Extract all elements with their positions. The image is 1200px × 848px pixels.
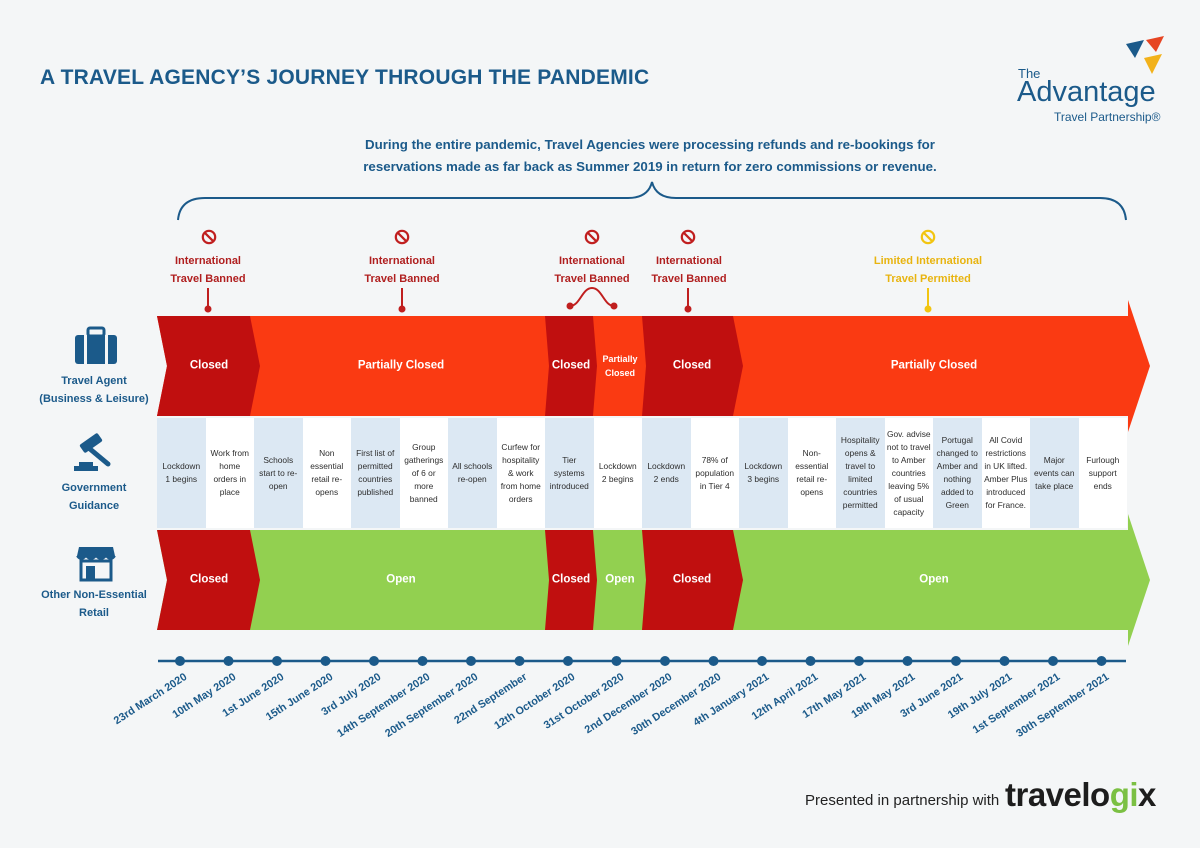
pin-icon (684, 288, 692, 313)
status-label-5: Limited International Travel Permitted (873, 255, 983, 285)
travel-agent-label-line2: (Business & Leisure) (39, 393, 149, 405)
travel-agent-band-label: Partially Closed (890, 359, 978, 372)
travel-agent-band-label: Closed (672, 359, 712, 372)
guidance-cell: Non-essential retail re-opens (787, 418, 836, 528)
footer-presented: Presented in partnership with (805, 792, 1000, 809)
timeline-dot (660, 656, 670, 666)
guidance-cell: Hospitality opens & travel to limited co… (836, 418, 885, 528)
brand-gi: gi (1109, 776, 1139, 813)
brand-pre: travelo (1005, 776, 1110, 813)
retail-band-label: Open (605, 573, 635, 586)
caution-icon (920, 229, 936, 245)
timeline-dot (417, 656, 428, 666)
government-label: Government Guidance (24, 479, 164, 515)
retail-segment-closed-1 (157, 530, 260, 630)
retail-band-label: Closed (672, 573, 712, 586)
timeline-dot (854, 656, 864, 666)
status-label-2: International Travel Banned (364, 255, 440, 285)
timeline-dot (1096, 656, 1107, 666)
timeline-brace (177, 181, 1127, 221)
guidance-cell: Work from home orders in place (205, 418, 254, 528)
travel-agent-band-label: Partially Closed (602, 354, 638, 378)
timeline-dot (708, 656, 719, 666)
bell-curve-icon (566, 286, 618, 310)
timeline-dot (272, 656, 282, 666)
logo-tagline: Travel Partnership® (1054, 110, 1161, 124)
travel-agent-label: Travel Agent (Business & Leisure) (24, 372, 164, 408)
guidance-cell: Lockdown 2 begins (593, 418, 642, 528)
timeline-dot (1048, 656, 1058, 666)
status-label-1: International Travel Banned (170, 255, 246, 285)
status-label-4: International Travel Banned (651, 255, 727, 285)
page-title: A TRAVEL AGENCY’S JOURNEY THROUGH THE PA… (40, 66, 650, 89)
guidance-cell: Lockdown 2 ends (642, 418, 691, 528)
timeline-dot (563, 656, 573, 666)
travel-agent-band-label: Closed (189, 359, 229, 372)
timeline-dot (175, 656, 185, 666)
pin-icon (398, 288, 406, 313)
government-label-line2: Guidance (68, 500, 120, 512)
timeline-dot (757, 656, 767, 666)
logo-mark-icon (1126, 36, 1164, 74)
guidance-cell: Portugal changed to Amber and nothing ad… (933, 418, 982, 528)
guidance-cell: Non essential retail re-opens (302, 418, 351, 528)
retail-band-label: Open (386, 573, 416, 586)
guidance-cell: All schools re-open (448, 418, 497, 528)
guidance-cell: Lockdown 1 begins (157, 418, 206, 528)
retail-band-label: Closed (189, 573, 229, 586)
timeline-dot (805, 656, 816, 666)
timeline-dot (611, 656, 622, 666)
government-label-line1: Government (61, 482, 127, 494)
guidance-cell: Furlough support ends (1078, 418, 1127, 528)
retail-band-label: Closed (551, 573, 591, 586)
guidance-cell: All Covid restrictions in UK lifted. Amb… (981, 418, 1030, 528)
pin-icon (924, 288, 932, 313)
travelogix-logo: travelogix (1005, 776, 1156, 814)
brand-post: x (1138, 776, 1156, 813)
storefront-icon (76, 547, 116, 582)
travel-agent-band-label: Closed (551, 359, 591, 372)
retail-segment-closed-2 (545, 530, 597, 630)
logo-name: Advantage (1017, 76, 1156, 108)
timeline-dots (175, 656, 1107, 666)
retail-label-line1: Other Non-Essential (41, 589, 147, 601)
guidance-cell: Major events can take place (1030, 418, 1079, 528)
guidance-cell: Group gatherings of 6 or more banned (399, 418, 448, 528)
guidance-cell: Tier systems introduced (545, 418, 594, 528)
gavel-icon (74, 433, 111, 471)
timeline-dot (320, 656, 331, 666)
travel-agent-segment-closed-2 (545, 316, 597, 416)
travel-agent-band-label: Partially Closed (357, 359, 445, 372)
retail-label: Other Non-Essential Retail (24, 586, 164, 622)
guidance-cell: Schools start to re-open (254, 418, 303, 528)
guidance-cell: 78% of population in Tier 4 (690, 418, 739, 528)
logo-the: The (1018, 66, 1041, 81)
retail-band-label: Open (919, 573, 949, 586)
guidance-cell: Gov. advise not to travel to Amber count… (884, 418, 933, 528)
travel-agent-segment-closed-3 (642, 316, 743, 416)
timeline-dot (902, 656, 913, 666)
guidance-cell: Lockdown 3 begins (739, 418, 788, 528)
no-entry-icon (394, 229, 410, 245)
timeline-dot (223, 656, 234, 666)
no-entry-icon (201, 229, 217, 245)
no-entry-icon (584, 229, 600, 245)
intro-text: During the entire pandemic, Travel Agenc… (363, 137, 937, 174)
retail-segment-closed-3 (642, 530, 743, 630)
retail-label-line2: Retail (79, 607, 109, 619)
guidance-cell: First list of permitted countries publis… (351, 418, 400, 528)
timeline-dot (369, 656, 379, 666)
timeline-dot (466, 656, 476, 666)
no-entry-icon (680, 229, 696, 245)
timeline-dot (951, 656, 961, 666)
travel-agent-segment-closed-1 (157, 316, 260, 416)
travel-agent-label-line1: Travel Agent (61, 375, 127, 387)
timeline-dot (999, 656, 1010, 666)
timeline-dot (514, 656, 525, 666)
briefcase-icon (75, 326, 117, 364)
status-label-3: International Travel Banned (554, 255, 630, 285)
guidance-cell: Curfew for hospitality & work from home … (496, 418, 545, 528)
pin-icon (204, 288, 212, 313)
